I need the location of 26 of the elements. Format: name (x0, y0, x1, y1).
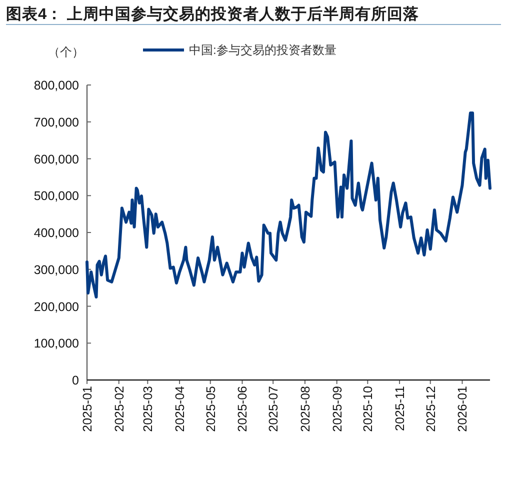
chart-title: 图表4： 上周中国参与交易的投资者人数于后半周有所回落 (6, 4, 419, 23)
y-tick-label: 0 (72, 374, 80, 388)
y-tick-label: 200,000 (34, 300, 80, 314)
y-tick-label: 800,000 (34, 78, 80, 92)
x-tick-label: 2026-01 (456, 386, 470, 432)
y-tick-label: 100,000 (34, 336, 80, 351)
x-tick-label: 2025-01 (80, 386, 94, 432)
x-tick-label: 2025-09 (330, 386, 344, 432)
y-tick-label: 500,000 (34, 189, 80, 204)
y-axis-title: （个） (48, 45, 84, 59)
y-tick-label: 600,000 (34, 152, 80, 166)
x-tick-label: 2025-07 (266, 386, 281, 432)
legend: 中国:参与交易的投资者数量 (143, 43, 336, 57)
legend-label: 中国:参与交易的投资者数量 (189, 43, 336, 57)
x-tick-label: 2025-12 (424, 386, 438, 432)
x-tick-label: 2025-08 (298, 386, 312, 432)
x-tick-label: 2025-05 (204, 386, 218, 432)
y-tick-label: 700,000 (34, 115, 80, 130)
x-tick-label: 2025-11 (393, 386, 408, 431)
y-tick-label: 300,000 (34, 262, 80, 277)
y-tick-label: 400,000 (34, 226, 80, 240)
x-tick-label: 2025-02 (112, 386, 126, 432)
x-tick-label: 2025-03 (141, 386, 156, 432)
x-tick-label: 2025-06 (236, 386, 250, 432)
x-tick-label: 2025-04 (173, 386, 188, 432)
x-tick-label: 2025-10 (361, 386, 376, 432)
